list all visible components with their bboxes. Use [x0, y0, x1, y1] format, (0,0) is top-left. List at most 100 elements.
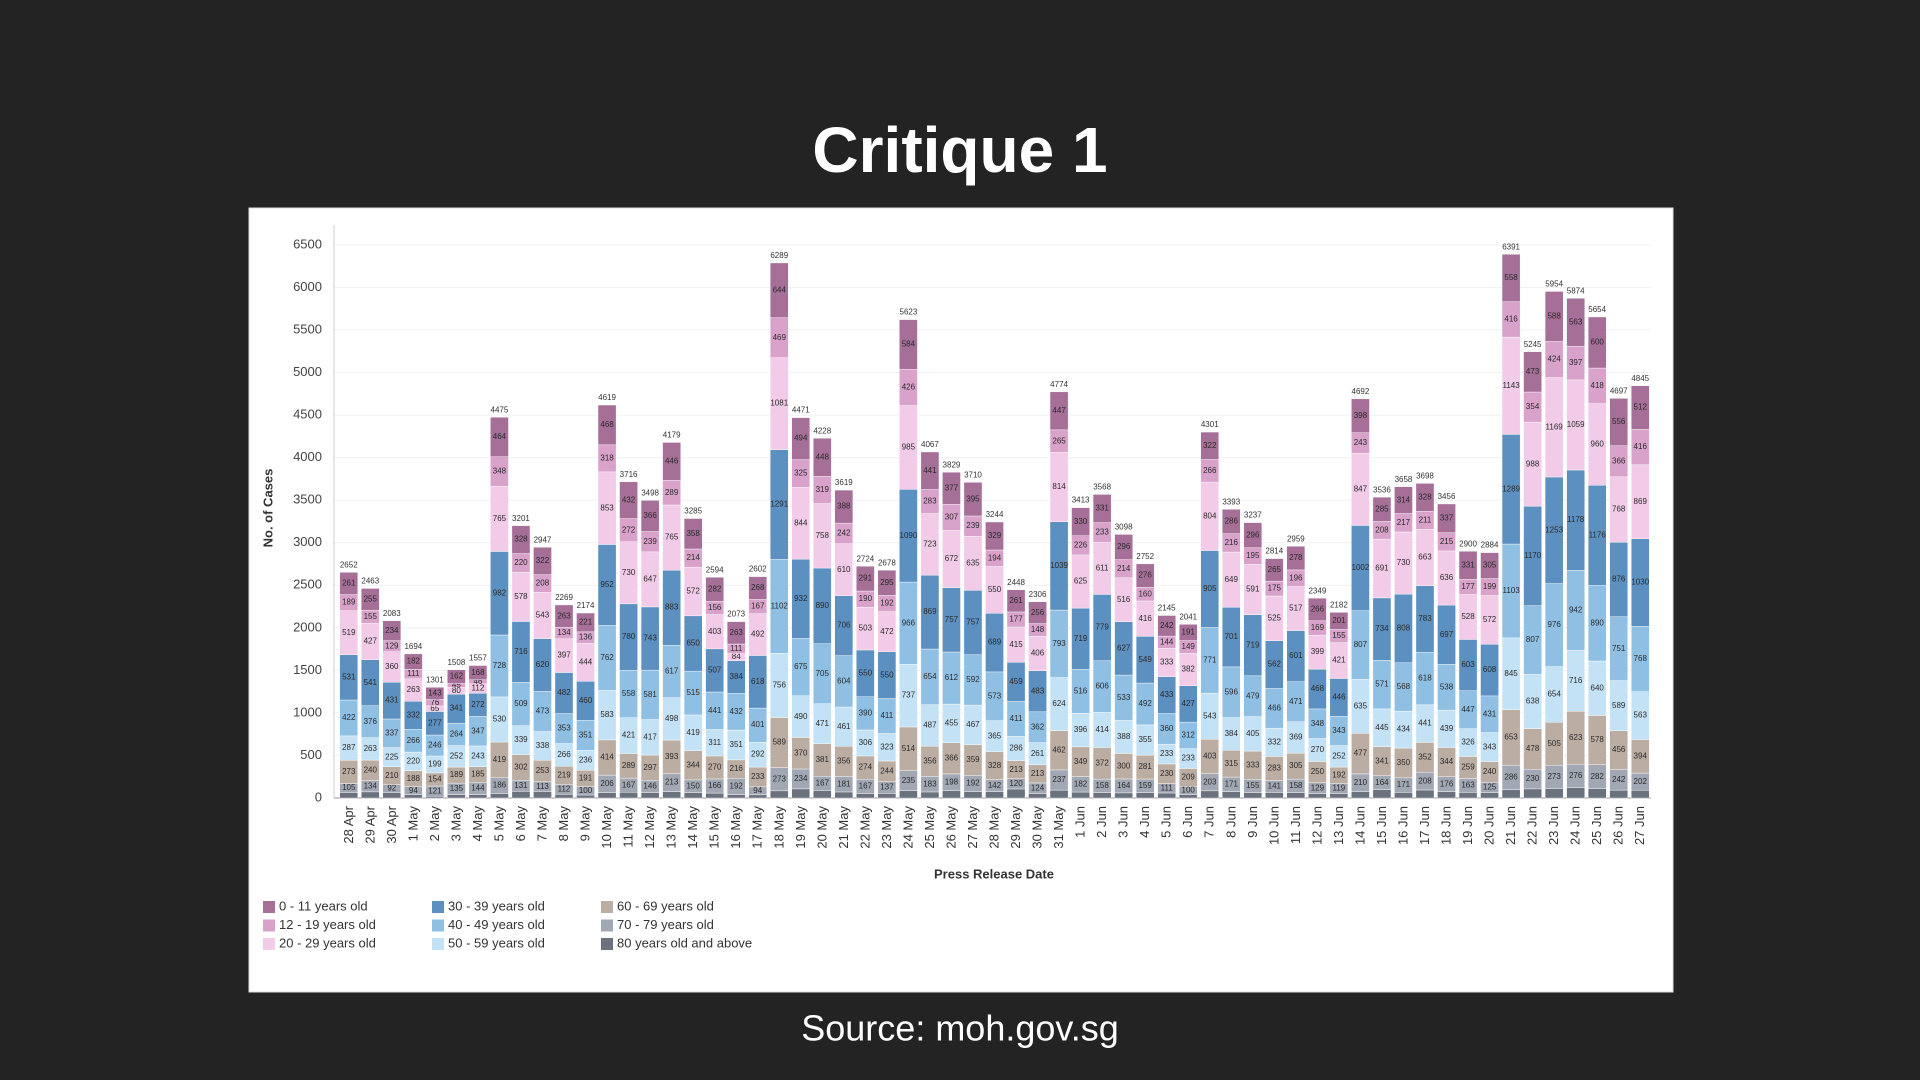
data-label: 516 [1074, 686, 1088, 695]
data-label: 305 [1483, 561, 1497, 570]
x-axis-title: Press Release Date [934, 866, 1054, 881]
x-tick-label: 1 Jun [1073, 806, 1088, 838]
data-label: 230 [1526, 774, 1540, 783]
data-label: 1170 [1524, 551, 1542, 560]
bar-segment [726, 621, 746, 645]
data-label: 456 [1612, 745, 1626, 754]
x-tick-label: 22 May [857, 806, 872, 849]
data-label: 220 [514, 558, 528, 567]
data-label: 649 [1225, 575, 1239, 584]
bar-segment [1157, 615, 1176, 637]
bar-segment [1286, 546, 1306, 571]
bar-segment [1544, 291, 1564, 342]
total-label: 6391 [1502, 242, 1520, 251]
data-label: 305 [1289, 761, 1303, 770]
data-label: 266 [1203, 466, 1217, 475]
data-label: 768 [1612, 505, 1626, 514]
data-label: 341 [1375, 756, 1389, 765]
total-label: 5245 [1524, 340, 1542, 349]
data-label: 192 [880, 599, 894, 608]
data-label: 618 [1418, 674, 1432, 683]
data-label: 326 [1461, 738, 1475, 747]
data-label: 239 [643, 537, 657, 546]
total-label: 1301 [426, 675, 444, 684]
bar-segment [1480, 552, 1499, 579]
bar-segment [813, 438, 832, 477]
data-label: 653 [1504, 733, 1518, 742]
data-label: 155 [1332, 631, 1346, 640]
data-label: 194 [988, 553, 1002, 562]
data-label: 1103 [1502, 586, 1520, 595]
data-label: 583 [600, 710, 614, 719]
data-label: 600 [1591, 338, 1605, 347]
x-tick-label: 18 Jun [1439, 806, 1454, 845]
data-label: 765 [665, 533, 679, 542]
slide-title: Critique 1 [812, 114, 1107, 186]
data-label: 296 [1246, 530, 1260, 539]
data-label: 263 [407, 685, 421, 694]
legend-label: 60 - 69 years old [617, 898, 714, 913]
x-tick-label: 29 May [1008, 806, 1023, 849]
x-tick-label: 24 Jun [1568, 806, 1583, 845]
data-label: 441 [1418, 719, 1432, 728]
data-label: 199 [1483, 582, 1497, 591]
total-label: 4692 [1352, 387, 1370, 396]
data-label: 265 [1052, 436, 1066, 445]
data-label: 1143 [1502, 381, 1520, 390]
data-label: 286 [1225, 517, 1239, 526]
data-label: 208 [536, 579, 550, 588]
data-label: 424 [1547, 355, 1561, 364]
data-label: 757 [945, 615, 959, 624]
bar-segment [404, 653, 423, 670]
data-label: 351 [579, 730, 593, 739]
x-tick-label: 7 Jun [1202, 806, 1217, 838]
data-label: 80 [452, 686, 461, 695]
bar-segment [920, 791, 940, 799]
data-label: 350 [1397, 758, 1411, 767]
bar-segment [748, 794, 767, 799]
data-label: 635 [966, 558, 980, 567]
data-label: 318 [600, 453, 614, 462]
data-label: 105 [342, 783, 356, 792]
data-label: 332 [407, 710, 421, 719]
total-label: 4774 [1050, 380, 1068, 389]
data-label: 366 [945, 753, 959, 762]
bar-segment [1028, 793, 1047, 799]
data-label: 273 [773, 774, 787, 783]
bar-segment [382, 620, 402, 641]
data-label: 384 [1225, 729, 1239, 738]
data-label: 603 [1461, 660, 1475, 669]
data-label: 297 [643, 763, 657, 772]
data-label: 100 [1182, 786, 1196, 795]
data-label: 397 [1569, 358, 1583, 367]
data-label: 1030 [1631, 578, 1649, 587]
data-label: 411 [1010, 714, 1023, 723]
data-label: 289 [665, 488, 679, 497]
bar-segment [425, 796, 445, 799]
data-label: 982 [493, 588, 507, 597]
data-label: 244 [880, 766, 894, 775]
data-label: 439 [1440, 724, 1454, 733]
data-label: 211 [1419, 515, 1432, 524]
data-label: 421 [622, 731, 636, 740]
data-label: 985 [902, 443, 916, 452]
bar-segment [856, 793, 875, 799]
data-label: 358 [686, 529, 700, 538]
data-label: 315 [1225, 759, 1239, 768]
x-tick-label: 8 Jun [1223, 806, 1238, 838]
legend-swatch [263, 919, 275, 932]
bar-segment [683, 518, 703, 550]
x-tick-label: 5 Jun [1159, 806, 1174, 838]
data-label: 558 [622, 689, 636, 698]
data-label: 401 [751, 720, 765, 729]
legend-swatch [263, 901, 275, 913]
bar-segment [447, 794, 466, 799]
bar-segment [1501, 254, 1521, 302]
data-label: 516 [1117, 595, 1131, 604]
x-tick-label: 27 May [965, 806, 980, 849]
data-label: 295 [880, 578, 894, 587]
total-label: 4845 [1631, 374, 1649, 383]
data-label: 188 [407, 774, 421, 783]
bar-segment [705, 792, 724, 799]
data-label: 131 [514, 781, 528, 790]
